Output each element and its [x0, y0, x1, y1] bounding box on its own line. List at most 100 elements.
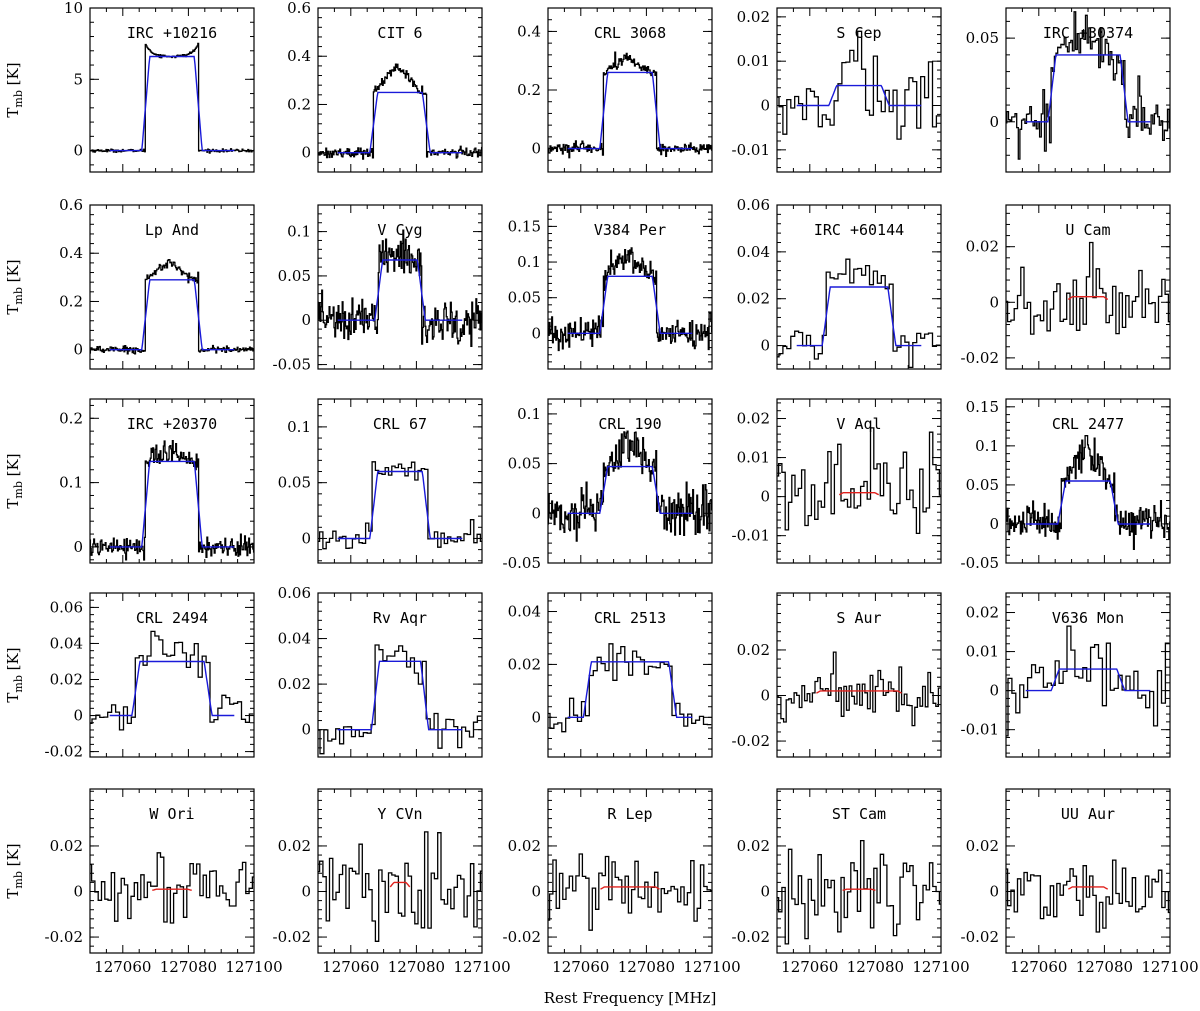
- y-tick-label: 0.02: [508, 837, 541, 855]
- y-tick-label: 0.02: [278, 675, 311, 693]
- y-axis-titles: Tmb [K] Tmb [K] Tmb [K] Tmb [K] Tmb [K]: [4, 62, 25, 898]
- y-tick-label: 0: [531, 140, 541, 158]
- x-tick-label: 127060: [94, 958, 151, 976]
- panel-title: ST Cam: [832, 805, 886, 823]
- spectrum-line: [1005, 434, 1171, 550]
- y-tick-label: 0.02: [278, 837, 311, 855]
- y-tick-label: 0.02: [50, 671, 83, 689]
- panel-v384-per: 0 0.05 0.1 0.15 V384 Per: [508, 204, 713, 370]
- y-tick-label: 0.05: [278, 474, 311, 492]
- y-tick-label: 0: [531, 708, 541, 726]
- y-tick-label: 0: [301, 529, 311, 547]
- y-tick-label: 0: [301, 144, 311, 162]
- y-tick-label: 0.15: [966, 398, 999, 416]
- spectrum-line: [317, 229, 483, 348]
- model-profile: [1067, 886, 1109, 890]
- y-tick-label: 0: [301, 721, 311, 739]
- y-tick-label: 0: [73, 538, 83, 556]
- panel-y-cvn: 127060 127080 127100 -0.02 0 0.02 Y CVn: [273, 788, 511, 976]
- y-tick-label: -0.05: [961, 554, 999, 572]
- panel-crl-190: -0.05 0 0.05 0.1 CRL 190: [503, 398, 713, 572]
- y-tick-label: 0.15: [508, 217, 541, 235]
- panel-title: UU Aur: [1061, 805, 1115, 823]
- y-tick-label: -0.01: [961, 721, 999, 739]
- y-tick-label: -0.02: [961, 349, 999, 367]
- panel-title: CRL 2494: [136, 609, 208, 627]
- y-tick-label: -0.02: [732, 928, 770, 946]
- y-tick-label: 5: [73, 70, 83, 88]
- y-tick-label: 10: [64, 0, 83, 17]
- panel-title: CRL 2513: [594, 609, 666, 627]
- model-profile: [1025, 480, 1151, 525]
- x-tick-label: 127100: [912, 958, 969, 976]
- y-tick-label: 0: [531, 324, 541, 342]
- panel-title: V636 Mon: [1052, 609, 1124, 627]
- model-profile: [600, 886, 660, 890]
- y-tick-label: 0.2: [59, 292, 83, 310]
- y-tick-label: 0.02: [966, 604, 999, 622]
- y-tick-label: -0.01: [732, 527, 770, 545]
- y-tick-label: 0.4: [287, 47, 311, 65]
- y-tick-label: -0.02: [273, 928, 311, 946]
- y-tick-label: 0.2: [59, 409, 83, 427]
- model-profile: [796, 84, 922, 107]
- panel-title: S Cep: [836, 24, 881, 42]
- panel-s-aur: -0.02 0 0.02 S Aur: [732, 592, 942, 758]
- y-tick-label: 0.02: [508, 655, 541, 673]
- model-profile: [109, 460, 235, 548]
- y-tick-label: 0.1: [287, 418, 311, 436]
- y-tick-label: 0.02: [50, 837, 83, 855]
- model-profile: [389, 881, 411, 888]
- model-profile: [1025, 54, 1151, 123]
- panel-crl-2477: -0.05 0 0.05 0.1 0.15 CRL 2477: [961, 398, 1171, 572]
- model-profile: [567, 275, 693, 334]
- y-tick-label: 0.1: [287, 223, 311, 241]
- y-tick-label: 0: [989, 682, 999, 700]
- x-tick-label: 127080: [847, 958, 904, 976]
- y-tick-label: 0.1: [517, 405, 541, 423]
- model-profile: [152, 888, 192, 892]
- panel-title: S Aur: [836, 609, 881, 627]
- y-tick-label: 0: [531, 883, 541, 901]
- spectrum-line: [89, 440, 255, 561]
- model-profile: [337, 660, 463, 731]
- panel-title: CIT 6: [377, 24, 422, 42]
- y-tick-label: 0.05: [966, 29, 999, 47]
- spectrum-line: [89, 42, 255, 154]
- y-tick-label: 0.01: [966, 643, 999, 661]
- spectrum-line: [547, 51, 713, 159]
- spectrum-line: [777, 651, 941, 727]
- x-tick-label: 127100: [453, 958, 510, 976]
- x-tick-label: 127060: [552, 958, 609, 976]
- panel-title: IRC +30374: [1043, 24, 1133, 42]
- panel-title: IRC +60144: [814, 221, 904, 239]
- panel-title: V Aql: [836, 415, 881, 433]
- y-tick-label: 0.4: [59, 244, 83, 262]
- y-tick-label: 0: [989, 883, 999, 901]
- y-tick-label: 0.02: [966, 238, 999, 256]
- y-tick-label: -0.05: [503, 554, 541, 572]
- panel-title: IRC +10216: [127, 24, 217, 42]
- panel-title: V384 Per: [594, 221, 666, 239]
- y-tick-label: 0.02: [737, 290, 770, 308]
- y-tick-label: 0.05: [508, 289, 541, 307]
- x-tick-label: 127080: [388, 958, 445, 976]
- y-tick-label: 0.2: [287, 95, 311, 113]
- y-tick-label: 0: [760, 687, 770, 705]
- spectrum-line: [90, 630, 254, 731]
- panel-irc-10216: 0 5 10 IRC +10216: [64, 0, 255, 173]
- y-tick-label: 0.04: [737, 243, 770, 261]
- y-tick-label: -0.05: [273, 356, 311, 374]
- y-tick-label: 0: [760, 337, 770, 355]
- panel-cit-6: 0 0.2 0.4 0.6 CIT 6: [287, 0, 483, 173]
- y-tick-label: 0: [73, 341, 83, 359]
- spectrum-line: [777, 839, 941, 945]
- panel-title: Y CVn: [377, 805, 422, 823]
- y-tick-label: -0.01: [732, 141, 770, 159]
- panel-title: CRL 3068: [594, 24, 666, 42]
- panel-title: Lp And: [145, 221, 199, 239]
- y-tick-label: 0.04: [50, 634, 83, 652]
- spectrum-line: [1006, 241, 1170, 335]
- y-tick-label: 0.02: [737, 837, 770, 855]
